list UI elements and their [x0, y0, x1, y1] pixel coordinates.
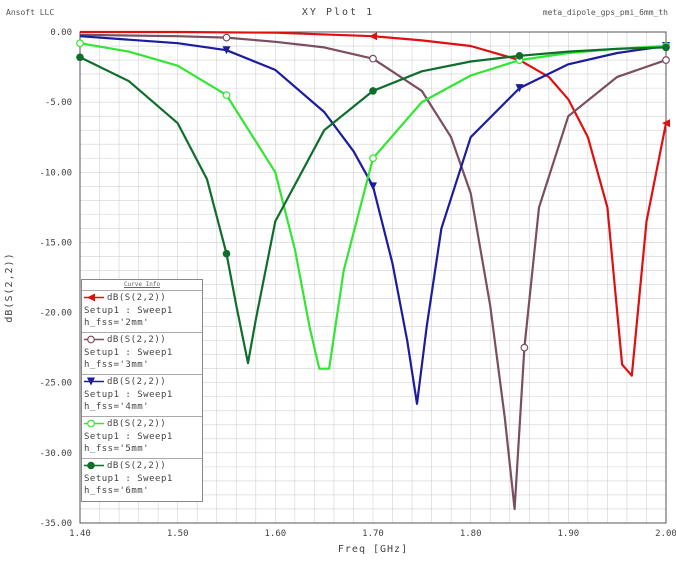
legend-entry-line: dB(S(2,2)) — [84, 376, 200, 389]
legend-symbol — [84, 377, 104, 386]
series-marker — [515, 84, 524, 93]
legend-symbol-marker — [87, 377, 95, 386]
series-marker — [222, 249, 231, 258]
legend-symbol — [84, 461, 104, 470]
legend-entry-line: Setup1 : Sweep1 — [84, 431, 200, 444]
header-left-text: Ansoft LLC — [6, 8, 55, 17]
y-tick-label: -35.00 — [39, 519, 72, 529]
legend-entry-line: Setup1 : Sweep1 — [84, 473, 200, 486]
series-marker — [515, 52, 524, 60]
y-tick-label: -20.00 — [39, 309, 72, 319]
x-tick-label: 1.60 — [264, 529, 286, 539]
y-tick-label: -25.00 — [39, 379, 72, 389]
series-2 — [79, 33, 670, 511]
legend-symbol — [84, 419, 104, 428]
legend-entry-line: h_fss='6mm' — [84, 485, 200, 498]
legend-entry: dB(S(2,2)) Setup1 : Sweep1 h_fss='4mm' — [82, 375, 202, 417]
legend-entry-text: h_fss='6mm' — [84, 486, 150, 496]
legend-entry-line: h_fss='5mm' — [84, 443, 200, 456]
legend-entry: dB(S(2,2)) Setup1 : Sweep1 h_fss='2mm' — [82, 291, 202, 333]
series-marker — [222, 91, 231, 100]
legend-entry-text: h_fss='4mm' — [84, 402, 150, 412]
legend-symbol-marker — [87, 419, 95, 428]
plot-border — [79, 31, 667, 524]
x-tick-label: 1.40 — [69, 529, 91, 539]
y-axis-label: dB(S(2,2)) — [4, 252, 16, 323]
legend-entry-line: h_fss='2mm' — [84, 317, 200, 330]
header-right-text: meta_dipole_gps_pmi_6mm_th — [542, 8, 668, 17]
legend-entry-line: dB(S(2,2)) — [84, 418, 200, 431]
legend-entry-text: dB(S(2,2)) — [107, 377, 167, 387]
legend-symbol — [84, 293, 104, 302]
series-marker — [222, 46, 231, 55]
legend-entry-line: h_fss='4mm' — [84, 401, 200, 414]
series-marker — [662, 43, 670, 52]
legend-entry-line: dB(S(2,2)) — [84, 334, 200, 347]
x-tick-label: 1.90 — [557, 529, 579, 539]
series-line — [79, 33, 667, 511]
series-5 — [76, 43, 670, 365]
legend-entry-line: Setup1 : Sweep1 — [84, 305, 200, 318]
legend-entry-text: Setup1 : Sweep1 — [84, 305, 173, 316]
legend-entry-text: dB(S(2,2)) — [107, 419, 167, 429]
series-marker — [369, 154, 377, 163]
series-line — [79, 42, 667, 370]
chart-title: XY Plot 1 — [301, 7, 375, 18]
series-marker — [369, 87, 377, 95]
series-line — [79, 46, 667, 365]
y-tick-label: -5.00 — [45, 98, 72, 108]
legend-entry-line: Setup1 : Sweep1 — [84, 347, 200, 360]
grid — [79, 31, 667, 524]
series-line — [80, 30, 668, 377]
legend-entry-text: h_fss='2mm' — [84, 318, 150, 328]
legend-symbol-marker — [87, 461, 95, 470]
legend-entry-text: Setup1 : Sweep1 — [84, 347, 173, 358]
y-tick-label: -10.00 — [39, 168, 72, 178]
legend-entry-text: dB(S(2,2)) — [107, 461, 167, 471]
series-line — [79, 35, 667, 405]
legend-entry-line: h_fss='3mm' — [84, 359, 200, 372]
legend-entry-line: dB(S(2,2)) — [84, 460, 200, 473]
legend-symbol-marker — [87, 335, 95, 344]
legend-entry-text: dB(S(2,2)) — [107, 335, 167, 345]
legend-entry-text: Setup1 : Sweep1 — [84, 389, 173, 400]
x-axis-label: Freq [GHz] — [337, 544, 409, 555]
legend-entry-line: Setup1 : Sweep1 — [84, 389, 200, 402]
legend-entry-line: dB(S(2,2)) — [84, 292, 200, 305]
legend-entry-text: h_fss='3mm' — [84, 360, 150, 370]
legend-symbol-marker — [87, 293, 95, 302]
series-marker — [369, 182, 377, 191]
y-tick-label: -30.00 — [39, 449, 72, 459]
series-marker — [369, 54, 377, 63]
legend-entry: dB(S(2,2)) Setup1 : Sweep1 h_fss='3mm' — [82, 333, 202, 375]
x-tick-label: 1.80 — [460, 529, 482, 539]
series-marker — [662, 56, 670, 64]
legend-entry-text: dB(S(2,2)) — [107, 293, 167, 303]
legend-entry: dB(S(2,2)) Setup1 : Sweep1 h_fss='5mm' — [82, 417, 202, 459]
legend: Curve Info dB(S(2,2)) Setup1 : Sweep1 h_fs… — [81, 279, 203, 502]
x-tick-label: 2.00 — [655, 529, 676, 539]
series-marker — [520, 343, 529, 352]
series-marker — [662, 119, 670, 128]
series-marker — [222, 33, 231, 42]
legend-entry: dB(S(2,2)) Setup1 : Sweep1 h_fss='6mm' — [82, 459, 202, 501]
series-marker — [369, 32, 377, 41]
legend-entry-text: h_fss='5mm' — [84, 444, 150, 454]
series-marker — [76, 53, 84, 62]
y-tick-label: -15.00 — [39, 238, 72, 248]
legend-symbol — [84, 335, 104, 344]
legend-entry-text: Setup1 : Sweep1 — [84, 431, 173, 442]
series-1 — [80, 30, 670, 377]
legend-entries: dB(S(2,2)) Setup1 : Sweep1 h_fss='2mm' dB(S… — [82, 291, 202, 501]
y-tick-label: 0.00 — [50, 28, 72, 38]
x-tick-label: 1.50 — [167, 529, 189, 539]
series-marker — [76, 39, 84, 48]
x-tick-label: 1.70 — [362, 529, 384, 539]
legend-title: Curve Info — [82, 280, 202, 291]
legend-entry-text: Setup1 : Sweep1 — [84, 473, 173, 484]
